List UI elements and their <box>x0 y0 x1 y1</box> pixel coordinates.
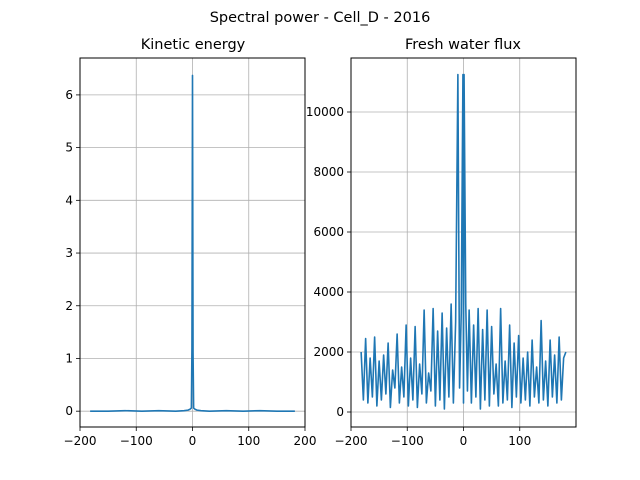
x-tick-label: −100 <box>120 434 153 448</box>
subplot-kinetic-energy: Kinetic energy −200 −100 0 100 200 0 1 2 3 4 5 6 <box>64 37 317 448</box>
x-tick-label: −200 <box>64 434 97 448</box>
y-tick-label: 0 <box>336 405 344 419</box>
y-tick-label: 6000 <box>313 225 344 239</box>
x-tick-label: −100 <box>391 434 424 448</box>
y-tick-label: 5 <box>65 141 73 155</box>
y-tick-label: 2 <box>65 299 73 313</box>
y-tick-label: 6 <box>65 88 73 102</box>
y-tick-label: 8000 <box>313 165 344 179</box>
y-tick-label: 4 <box>65 193 73 207</box>
series-kinetic-energy <box>90 74 295 412</box>
y-tick-label: 4000 <box>313 285 344 299</box>
series-line-kinetic-energy <box>90 74 295 412</box>
series-line-fresh-water-flux <box>360 73 567 410</box>
y-tick-label: 3 <box>65 246 73 260</box>
x-tick-label: 0 <box>189 434 197 448</box>
x-tick-label: −200 <box>335 434 368 448</box>
y-tick-label: 1 <box>65 351 73 365</box>
x-tick-label: 100 <box>237 434 260 448</box>
y-tick-label: 0 <box>65 404 73 418</box>
subplot-title-kinetic-energy: Kinetic energy <box>141 37 246 53</box>
y-tick-label: 2000 <box>313 345 344 359</box>
series-fresh-water-flux <box>360 73 567 410</box>
subplot-title-fresh-water-flux: Fresh water flux <box>405 37 521 53</box>
ticks-kinetic-energy: −200 −100 0 100 200 0 1 2 3 4 5 6 <box>64 88 317 448</box>
y-tick-label: 10000 <box>306 105 344 119</box>
x-tick-label: 0 <box>460 434 468 448</box>
figure-suptitle: Spectral power - Cell_D - 2016 <box>210 10 431 26</box>
subplot-fresh-water-flux: Fresh water flux −200 −100 0 10002000400060… <box>306 37 577 448</box>
x-tick-label: 100 <box>508 434 531 448</box>
x-tick-label: 200 <box>294 434 317 448</box>
